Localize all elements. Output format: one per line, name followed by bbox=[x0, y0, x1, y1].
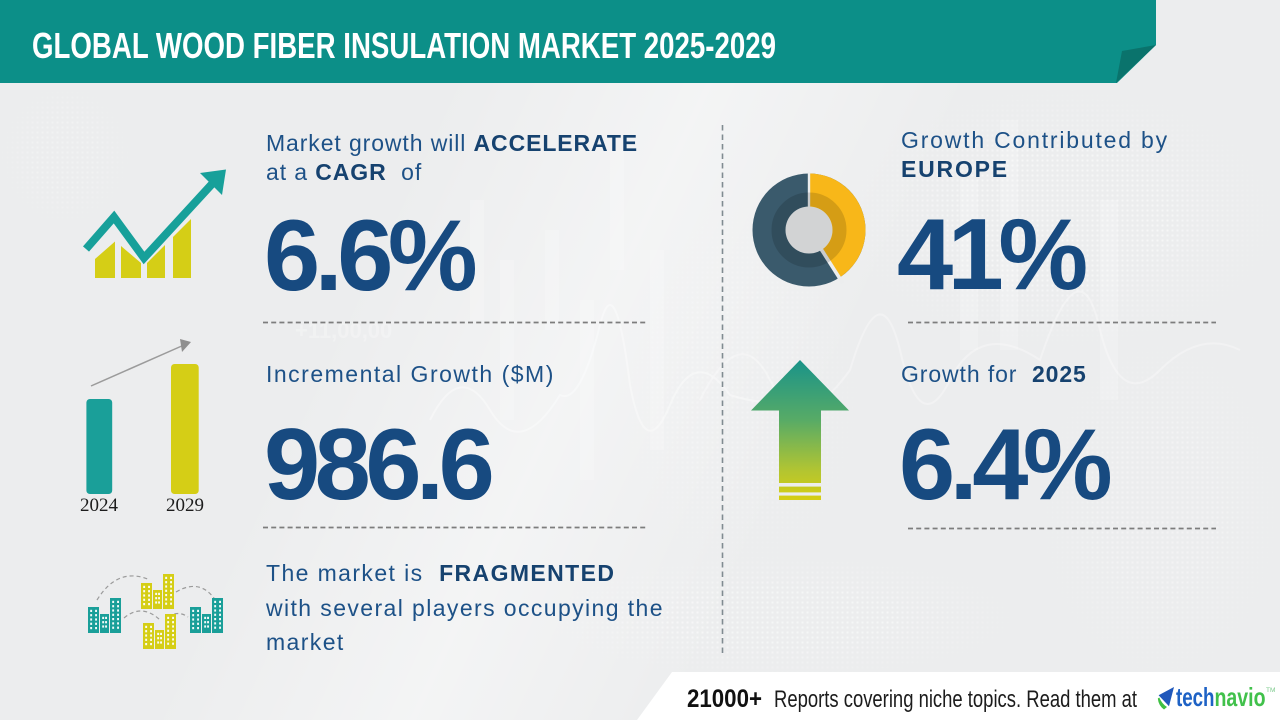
svg-text:tech: tech bbox=[1176, 682, 1215, 712]
svg-text:Reports covering niche topics.: Reports covering niche topics. Read them… bbox=[774, 686, 1137, 713]
svg-text:TM: TM bbox=[1266, 687, 1275, 694]
svg-text:GLOBAL WOOD FIBER INSULATION M: GLOBAL WOOD FIBER INSULATION MARKET 2025… bbox=[32, 25, 776, 66]
svg-text:navio: navio bbox=[1215, 682, 1266, 712]
svg-text:21000+: 21000+ bbox=[687, 685, 762, 713]
svg-text:+11,00,00: +11,00,00 bbox=[295, 318, 392, 343]
